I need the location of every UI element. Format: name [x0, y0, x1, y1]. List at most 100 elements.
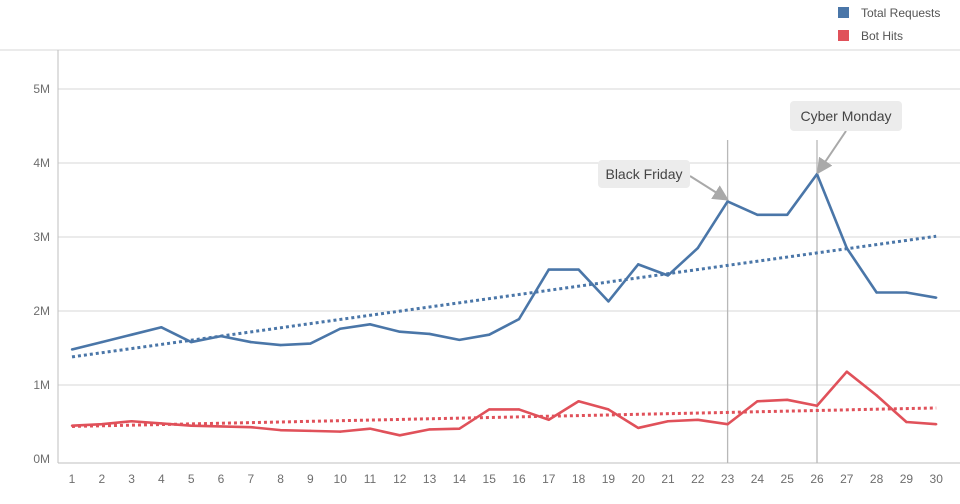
data-point-0-15 [488, 333, 491, 336]
x-tick-label-10: 10 [334, 472, 348, 486]
data-point-1-8 [279, 428, 282, 432]
annotation-label-1: Cyber Monday [800, 108, 891, 124]
x-tick-label-21: 21 [661, 472, 675, 486]
trendline-1 [71, 406, 937, 428]
data-point-1-30 [935, 423, 938, 426]
x-tick-label-4: 4 [158, 472, 165, 486]
data-point-0-26 [815, 172, 819, 176]
axes [57, 50, 960, 464]
annotation-arrow-0 [689, 175, 729, 201]
data-point-1-11 [368, 427, 372, 430]
x-tick-label-22: 22 [691, 472, 705, 486]
data-point-0-24 [756, 213, 759, 216]
data-point-1-21 [666, 420, 670, 423]
x-tick-label-7: 7 [247, 472, 254, 486]
x-tick-label-25: 25 [781, 472, 795, 486]
data-point-0-10 [339, 327, 342, 330]
data-point-0-2 [100, 340, 104, 344]
x-tick-label-15: 15 [483, 472, 497, 486]
data-point-0-11 [368, 323, 372, 326]
data-point-1-24 [756, 400, 759, 403]
data-point-0-5 [190, 340, 193, 344]
data-point-0-19 [607, 300, 610, 303]
annotations: Black Friday Cyber Monday [598, 101, 902, 201]
data-point-0-4 [160, 326, 163, 329]
data-point-1-20 [637, 426, 640, 430]
series-lines [70, 172, 938, 437]
x-tick-label-24: 24 [751, 472, 765, 486]
data-point-1-14 [458, 427, 461, 430]
data-point-0-29 [905, 291, 908, 294]
legend-swatch-bot-hits [838, 30, 849, 41]
annotation-box-0 [598, 160, 690, 188]
data-point-1-1 [70, 424, 74, 427]
data-point-0-14 [458, 338, 461, 342]
data-point-0-16 [517, 317, 521, 321]
data-point-1-3 [130, 420, 133, 423]
data-point-0-30 [935, 296, 938, 299]
data-point-0-1 [70, 348, 74, 351]
gridlines [0, 49, 960, 386]
data-point-1-18 [577, 400, 580, 403]
x-tick-label-6: 6 [218, 472, 225, 486]
data-point-1-2 [100, 423, 104, 426]
x-tick-label-14: 14 [453, 472, 467, 486]
x-tick-label-5: 5 [188, 472, 195, 486]
x-tick-label-30: 30 [930, 472, 944, 486]
x-tick-label-19: 19 [602, 472, 616, 486]
x-tick-label-3: 3 [128, 472, 135, 486]
data-point-1-10 [339, 430, 342, 433]
x-tick-label-29: 29 [900, 472, 914, 486]
data-point-1-15 [488, 408, 491, 411]
y-tick-label-5: 5M [33, 82, 50, 96]
x-tick-label-26: 26 [810, 472, 824, 486]
legend-swatch-total-requests [838, 7, 849, 18]
data-point-0-21 [666, 274, 670, 277]
data-point-1-22 [696, 418, 699, 421]
y-tick-label-3: 3M [33, 230, 50, 244]
annotation-label-0: Black Friday [605, 166, 682, 182]
x-axis-tick-labels: 1 2 3 4 5 6 7 8 9 10 11 12 13 14 15 16 17 18 19 20 21 22 23 24 2… [69, 472, 944, 486]
x-tick-label-20: 20 [632, 472, 646, 486]
data-point-1-28 [875, 394, 878, 397]
y-tick-label-4: 4M [33, 156, 50, 170]
x-tick-label-23: 23 [721, 472, 735, 486]
data-point-0-28 [875, 291, 878, 294]
data-point-1-5 [190, 424, 193, 427]
x-tick-label-18: 18 [572, 472, 586, 486]
legend-label-bot-hits: Bot Hits [861, 29, 903, 43]
data-point-1-17 [547, 418, 550, 421]
y-tick-label-2: 2M [33, 304, 50, 318]
series-line-1 [71, 370, 937, 437]
data-point-1-26 [815, 404, 819, 407]
y-tick-label-0: 0M [33, 452, 50, 466]
x-tick-label-11: 11 [364, 472, 377, 486]
x-tick-label-28: 28 [870, 472, 884, 486]
data-point-1-19 [607, 408, 610, 411]
data-point-1-9 [309, 429, 312, 433]
data-point-0-6 [219, 334, 223, 338]
data-point-1-7 [249, 425, 252, 429]
data-point-0-27 [845, 246, 848, 250]
series-line-0 [71, 172, 937, 351]
annotation-box-1 [790, 101, 902, 131]
x-tick-label-1: 1 [69, 472, 76, 486]
data-point-0-20 [637, 263, 640, 266]
data-point-0-18 [577, 268, 580, 271]
data-point-0-25 [786, 213, 789, 216]
y-tick-label-1: 1M [33, 378, 50, 392]
data-point-1-13 [428, 428, 431, 431]
data-point-1-4 [160, 422, 163, 425]
data-point-1-16 [517, 408, 521, 411]
legend: Total Requests Bot Hits [838, 6, 940, 43]
legend-label-total-requests: Total Requests [861, 6, 940, 20]
data-point-1-27 [845, 370, 848, 373]
x-tick-label-12: 12 [393, 472, 407, 486]
data-point-1-23 [726, 423, 729, 426]
data-point-0-9 [309, 342, 312, 345]
x-tick-label-13: 13 [423, 472, 437, 486]
data-point-0-17 [547, 268, 550, 271]
data-point-0-13 [428, 332, 431, 336]
data-point-1-25 [786, 398, 789, 401]
